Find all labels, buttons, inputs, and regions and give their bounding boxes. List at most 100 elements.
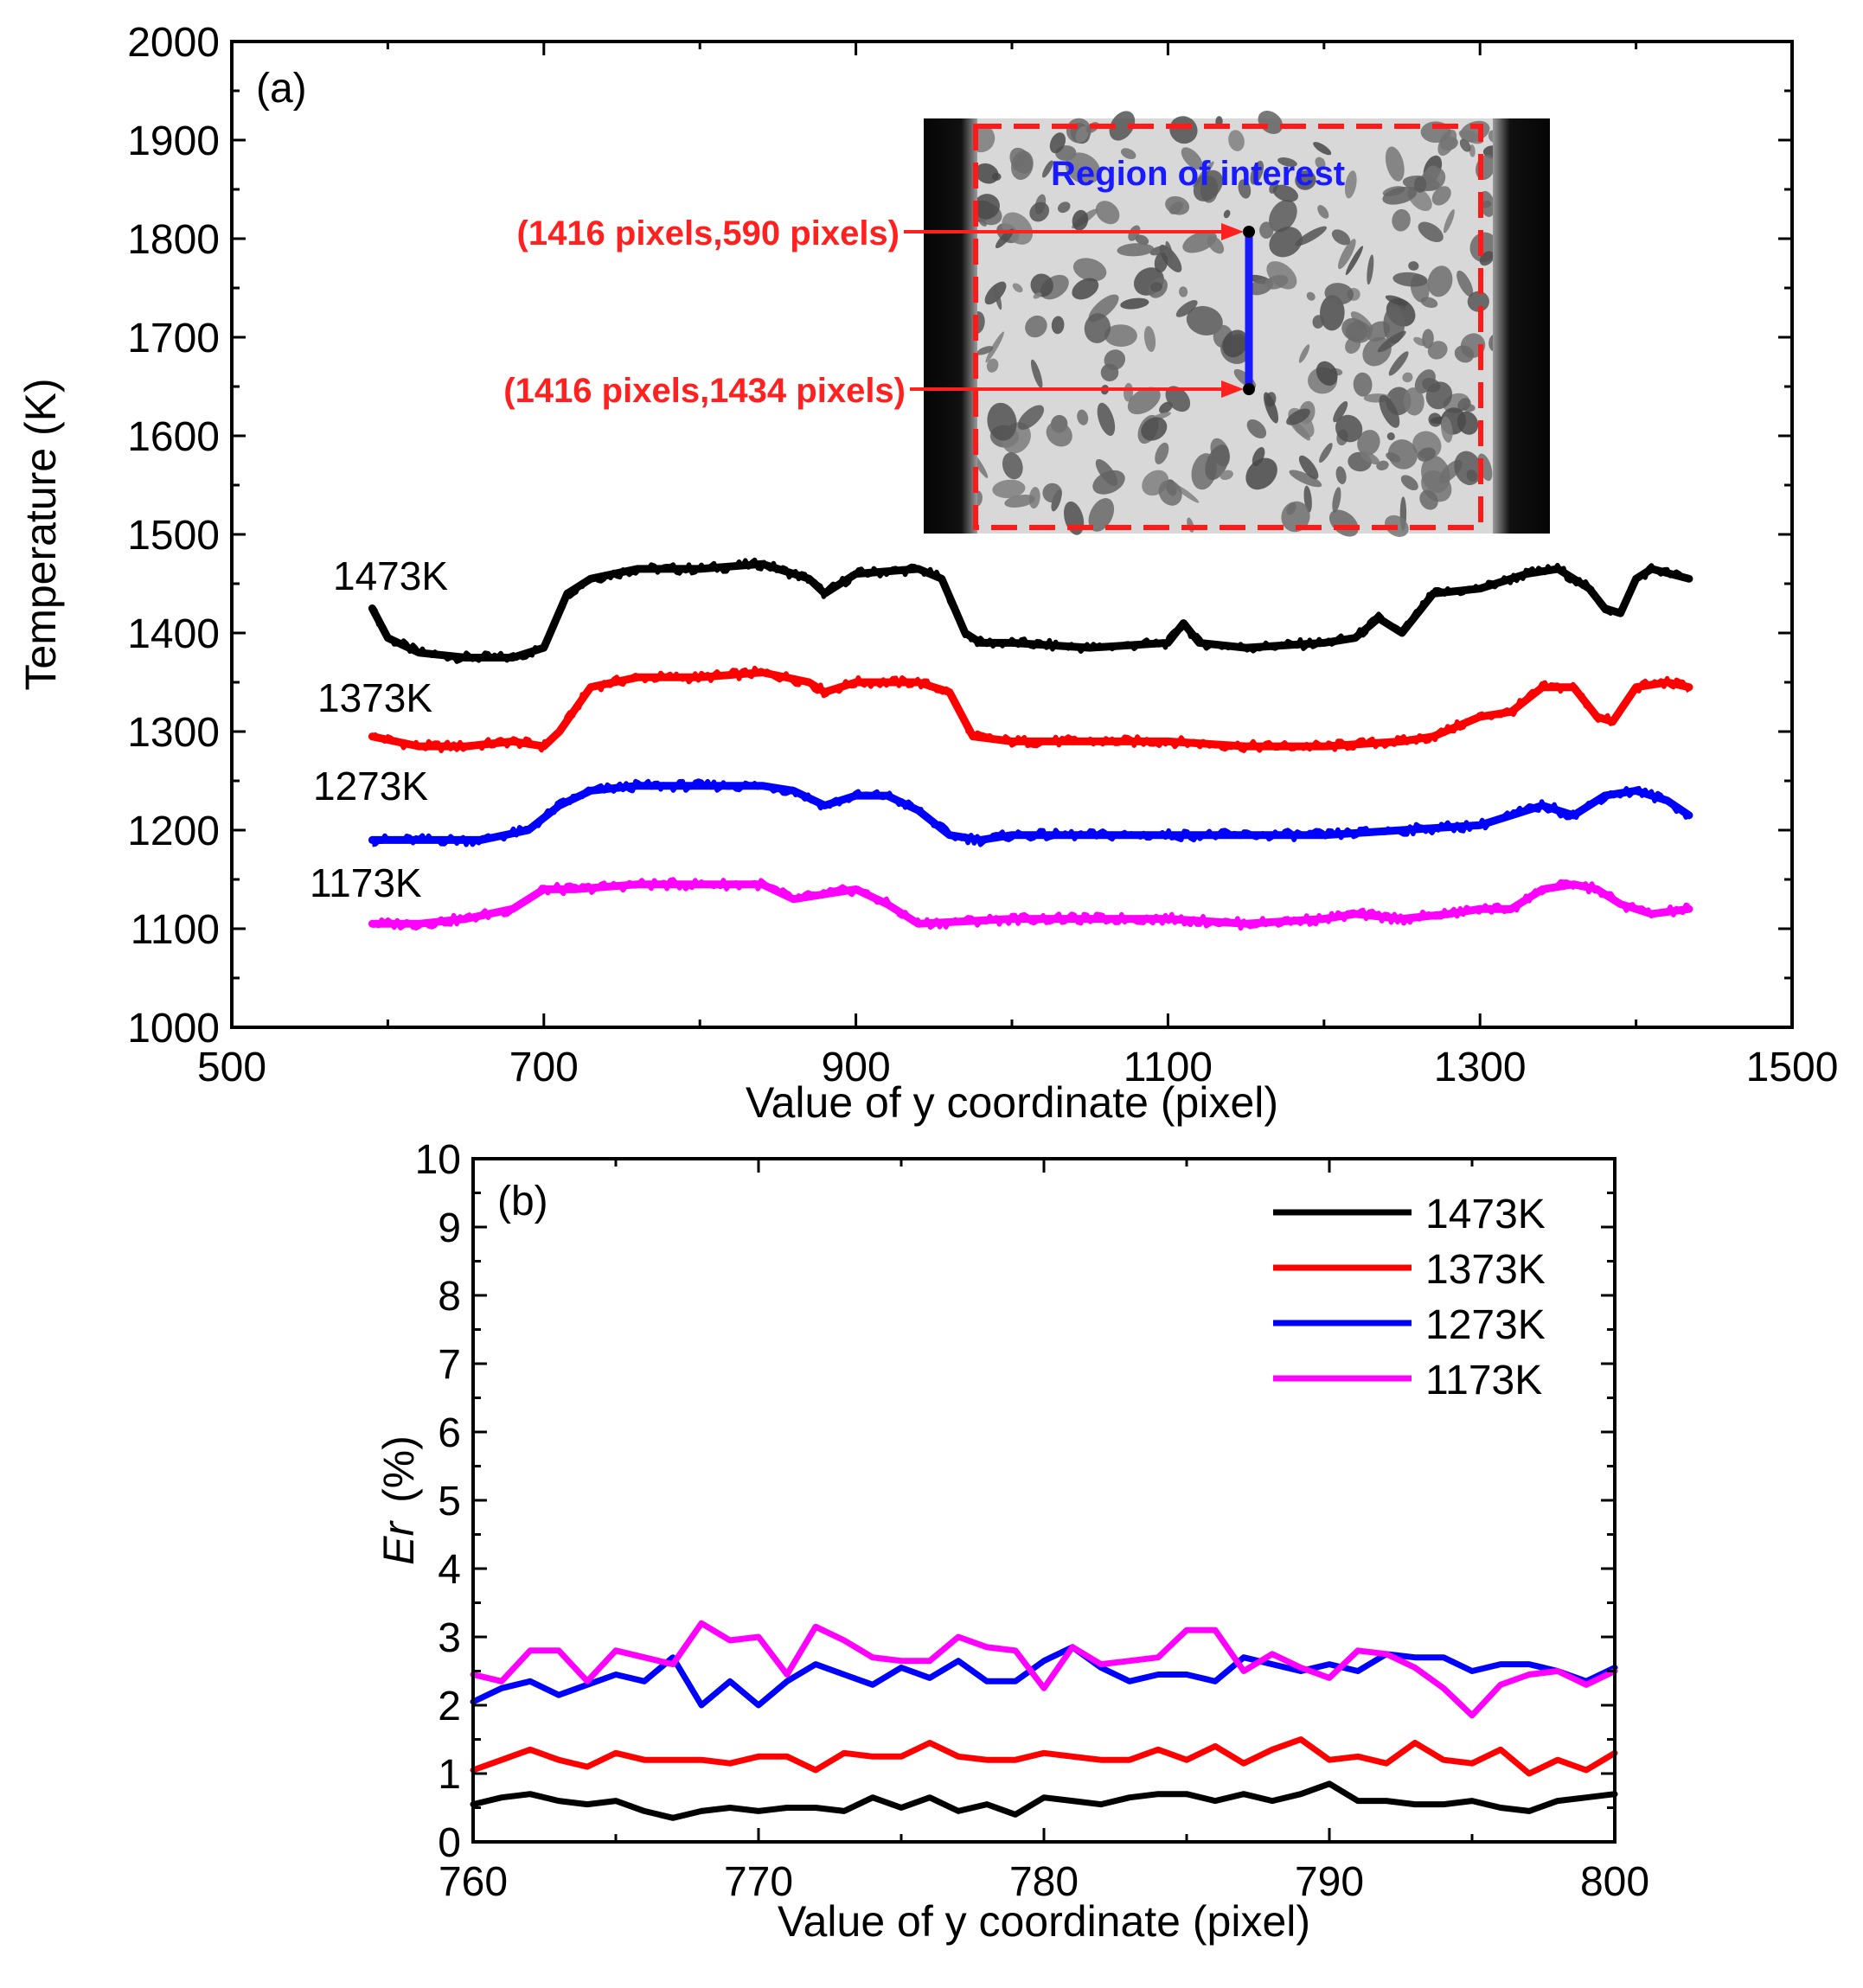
speckle bbox=[1158, 480, 1182, 506]
speckle bbox=[1264, 274, 1289, 290]
speckle bbox=[1269, 227, 1303, 258]
speckle bbox=[1246, 419, 1267, 439]
y-tick-label: 1 bbox=[438, 1752, 461, 1798]
speckle bbox=[1220, 470, 1233, 481]
speckle bbox=[1269, 199, 1297, 233]
legend-label-1273K: 1273K bbox=[1425, 1302, 1546, 1348]
speckle bbox=[1205, 444, 1230, 481]
speckle bbox=[1315, 157, 1326, 169]
panel-b-y-axis-symbol: Er bbox=[375, 1520, 423, 1565]
speckle bbox=[1317, 205, 1329, 219]
speckle bbox=[1357, 430, 1380, 456]
series-label-1173K: 1173K bbox=[310, 860, 422, 905]
speckle bbox=[1030, 359, 1043, 388]
y-tick-label: 1000 bbox=[127, 1006, 220, 1052]
panel-b-frame bbox=[471, 1157, 1617, 1844]
speckle bbox=[1353, 372, 1373, 397]
speckle bbox=[985, 331, 1004, 363]
speckle bbox=[1345, 246, 1363, 276]
speckle bbox=[1154, 252, 1168, 273]
speckle bbox=[1413, 336, 1426, 347]
speckle bbox=[1298, 344, 1310, 363]
panel-b: 760 770 780 790 800 0 1 2 3 4 5 6 7 8 9 10 (b) 1473K 13… bbox=[375, 1137, 1649, 1946]
speckle bbox=[973, 194, 1000, 220]
series-noise-1373K bbox=[370, 665, 1692, 753]
speckle bbox=[1408, 261, 1419, 271]
speckle bbox=[1250, 160, 1264, 185]
y-tick-label: 8 bbox=[438, 1274, 461, 1320]
speckle bbox=[1259, 221, 1274, 239]
speckle bbox=[1135, 234, 1149, 246]
speckle bbox=[975, 163, 999, 184]
speckle bbox=[1377, 330, 1406, 353]
speckle bbox=[1402, 372, 1413, 383]
roi-title: Region of interest bbox=[1051, 155, 1345, 193]
speckle bbox=[1109, 111, 1136, 141]
speckle bbox=[1312, 315, 1324, 329]
speckle bbox=[1084, 313, 1111, 343]
speckle bbox=[1418, 221, 1444, 243]
speckle bbox=[1092, 470, 1125, 495]
speckle bbox=[1178, 286, 1188, 297]
roi-point-top bbox=[1243, 226, 1255, 238]
y-tick-label: 7 bbox=[438, 1342, 461, 1388]
speckle bbox=[1454, 451, 1482, 485]
speckle bbox=[1009, 147, 1033, 174]
speckle bbox=[1017, 405, 1045, 430]
speckle bbox=[1427, 265, 1453, 297]
speckle bbox=[1057, 201, 1071, 214]
legend-label-1173K: 1173K bbox=[1425, 1358, 1542, 1403]
speckle bbox=[1046, 421, 1072, 447]
speckle bbox=[1181, 147, 1203, 170]
speckle bbox=[1120, 148, 1136, 160]
speckle bbox=[1165, 195, 1190, 215]
speckle bbox=[1459, 138, 1471, 152]
speckle bbox=[1289, 470, 1322, 488]
speckle bbox=[1385, 146, 1405, 182]
speckle bbox=[1222, 329, 1249, 358]
speckle bbox=[1117, 243, 1155, 257]
arrow-bottom-head bbox=[1221, 380, 1244, 398]
series-line-1473K bbox=[368, 559, 1693, 662]
panel-b-ticks: 760 770 780 790 800 0 1 2 3 4 5 6 7 8 9 10 bbox=[415, 1137, 1649, 1905]
speckle bbox=[1104, 349, 1126, 370]
y-tick-label: 1300 bbox=[127, 710, 220, 756]
legend-label-1373K: 1373K bbox=[1425, 1247, 1546, 1293]
panel-a: 500 700 900 1100 1300 1500 1000 1100 1200 1300 140… bbox=[16, 20, 1838, 1127]
speckle bbox=[1155, 442, 1169, 464]
y-tick-label: 1900 bbox=[127, 118, 220, 164]
y-tick-label: 1700 bbox=[127, 316, 220, 361]
y-tick-label: 1800 bbox=[127, 217, 220, 263]
panel-a-x-axis-label: Value of y coordinate (pixel) bbox=[746, 1078, 1278, 1127]
arrow-top-head bbox=[1221, 223, 1244, 240]
speckle bbox=[1165, 240, 1173, 260]
speckle bbox=[1443, 209, 1455, 233]
series-noise-1173K bbox=[371, 877, 1690, 931]
speckle bbox=[1441, 416, 1453, 443]
speckle bbox=[1049, 132, 1066, 154]
speckle bbox=[1419, 489, 1438, 510]
speckle bbox=[1263, 392, 1279, 424]
x-tick-label: 770 bbox=[724, 1859, 793, 1905]
y-tick-label: 1200 bbox=[127, 809, 220, 854]
speckle bbox=[1454, 345, 1475, 363]
speckle bbox=[1238, 179, 1252, 199]
speckle bbox=[1072, 278, 1099, 300]
speckle bbox=[1182, 231, 1217, 253]
speckle bbox=[1223, 209, 1231, 219]
speckle bbox=[1392, 272, 1428, 287]
speckle bbox=[1456, 270, 1474, 297]
speckle bbox=[1420, 167, 1446, 191]
speckle bbox=[1333, 400, 1348, 423]
inset-right-edge bbox=[1493, 118, 1550, 534]
speckle bbox=[1421, 455, 1450, 493]
speckle bbox=[1385, 295, 1409, 306]
speckle bbox=[1077, 409, 1089, 425]
panel-b-y-axis-unit: (%) bbox=[375, 1435, 423, 1503]
speckle bbox=[1033, 292, 1042, 299]
x-tick-label: 800 bbox=[1580, 1859, 1649, 1905]
speckle bbox=[1413, 176, 1427, 193]
y-tick-label: 1100 bbox=[131, 907, 220, 953]
y-tick-label: 9 bbox=[438, 1205, 461, 1251]
